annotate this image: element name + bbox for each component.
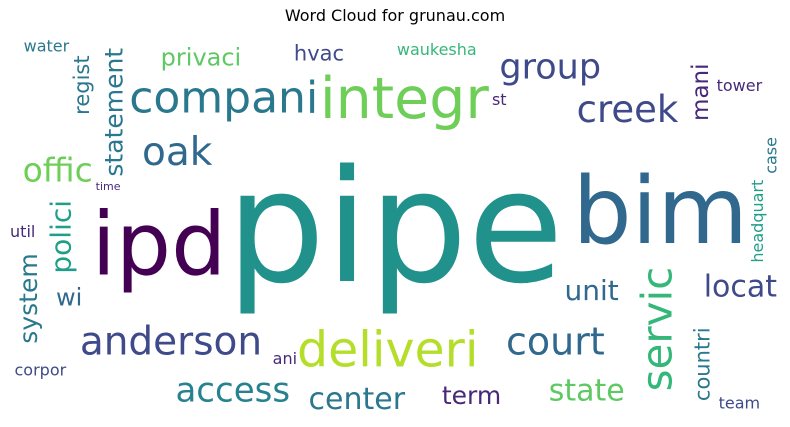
word-st: st (492, 90, 507, 109)
word-time: time (96, 180, 121, 193)
word-wi: wi (56, 283, 82, 311)
word-statement: statement (100, 48, 129, 177)
word-regist: regist (70, 55, 94, 114)
word-privaci: privaci (161, 44, 242, 72)
word-pipe: pipe (226, 136, 563, 318)
word-tower: tower (717, 76, 763, 95)
word-deliveri: deliveri (297, 322, 478, 379)
word-court: court (506, 319, 605, 363)
word-case: case (762, 137, 781, 174)
word-oak: oak (142, 130, 213, 175)
word-water: water (24, 37, 70, 56)
word-unit: unit (564, 274, 618, 307)
word-bim: bim (573, 157, 748, 265)
word-hvac: hvac (294, 41, 344, 65)
word-ipd: ipd (92, 193, 227, 295)
word-team: team (719, 393, 761, 412)
word-anderson: anderson (80, 319, 262, 364)
word-corpor: corpor (15, 361, 67, 380)
word-countri: countri (690, 327, 714, 401)
word-mani: mani (688, 63, 714, 120)
word-polici: polici (45, 200, 78, 274)
word-servic: servic (633, 267, 682, 392)
word-system: system (14, 253, 43, 343)
word-term: term (442, 381, 501, 410)
word-cloud: pipeweldprojectbuildinformbimipdintegrde… (10, 37, 781, 417)
word-waukesha: waukesha (397, 40, 477, 59)
word-offic: offic (23, 150, 93, 189)
word-locat: locat (704, 270, 778, 305)
word-ani: ani (273, 349, 297, 368)
word-integr: integr (320, 66, 490, 132)
word-util: util (10, 222, 35, 241)
word-headquart: headquart (748, 180, 767, 263)
word-creek: creek (577, 88, 679, 131)
word-group: group (499, 48, 601, 88)
chart-title: Word Cloud for grunau.com (284, 6, 506, 25)
word-compani: compani (129, 73, 318, 124)
word-center: center (309, 382, 406, 417)
word-state: state (549, 374, 625, 409)
word-access: access (175, 370, 290, 410)
